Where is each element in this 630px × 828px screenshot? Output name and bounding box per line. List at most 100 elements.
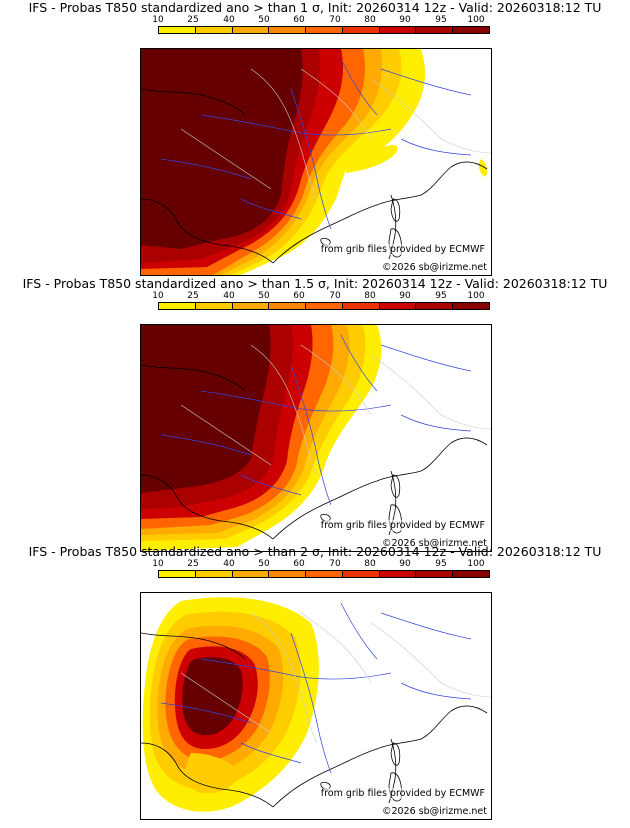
river [380,612,472,640]
river [340,58,378,116]
colorbar-label: 50 [258,291,270,301]
colorbar-label: 100 [467,559,485,569]
river [160,434,252,456]
colorbar-label: 40 [223,559,235,569]
prob-area-100 [141,49,303,249]
border [300,344,372,416]
colorbar-label: 10 [152,15,164,25]
colorbar [158,26,490,34]
coastline [272,470,422,540]
data-source-credit: from grib files provided by ECMWF [320,520,485,531]
river [160,702,252,724]
river [240,474,302,496]
river [340,602,378,660]
river [290,632,332,774]
border [300,68,372,140]
colorbar-label: 25 [187,291,199,301]
colorbar-label: 50 [258,15,270,25]
map-graphic [141,597,491,812]
map-graphic [141,49,491,275]
panel-title: IFS - Probas T850 standardized ano > tha… [28,0,602,15]
colorbar-label: 10 [152,291,164,301]
colorbar-label: 100 [467,291,485,301]
prob-area-adriatic [478,159,488,177]
colorbar-label: 90 [399,559,411,569]
colorbar-segment [342,303,380,309]
colorbar [158,570,490,578]
data-source-credit: from grib files provided by ECMWF [320,788,485,799]
colorbar-label: 100 [467,15,485,25]
probability-panel-1sigma: IFS - Probas T850 standardized ano > tha… [0,0,630,276]
coastline [141,632,246,660]
copyright-credit: ©2026 sb@irizme.net [381,262,487,273]
colorbar-label: 60 [293,559,305,569]
colorbar-segment [232,571,270,577]
river [200,390,392,412]
colorbar-segment [379,27,417,33]
probability-map: from grib files provided by ECMWF ©2026 … [140,324,492,552]
map-graphic [141,325,491,551]
corsica-coast [390,198,401,222]
colorbar-segment [416,27,454,33]
coastline [141,364,246,392]
coastline [141,474,274,540]
colorbar-segment [342,571,380,577]
river [290,364,332,506]
colorbar-segment [306,27,343,33]
colorbar-segment [159,303,196,309]
colorbar-labels: 10 25 40 50 60 70 80 90 95 100 [0,291,630,301]
border [180,404,272,466]
corsica-coast [390,742,401,766]
colorbar-segment [159,571,196,577]
colorbar-segment [195,27,233,33]
colorbar-label: 25 [187,15,199,25]
river [340,334,378,392]
colorbar-segment [232,303,270,309]
corsica-coast [390,474,401,498]
colorbar-segment [195,571,233,577]
copyright-credit: ©2026 sb@irizme.net [381,538,487,549]
river [160,158,252,180]
colorbar-label: 40 [223,291,235,301]
river [200,658,392,680]
colorbar-label: 95 [435,559,447,569]
copyright-credit: ©2026 sb@irizme.net [381,806,487,817]
colorbar-labels: 10 25 40 50 60 70 80 90 95 100 [0,15,630,25]
border [370,622,491,698]
coastline [141,88,246,116]
colorbar-label: 95 [435,15,447,25]
colorbar-segment [269,27,307,33]
colorbar-segment [269,571,307,577]
colorbar [158,302,490,310]
colorbar-label: 70 [329,291,341,301]
colorbar-segment [453,303,490,309]
probability-map: from grib files provided by ECMWF ©2026 … [140,592,492,820]
river [240,742,302,764]
colorbar-segment [416,303,454,309]
river [400,682,472,700]
colorbar-label: 60 [293,291,305,301]
probability-panel-2sigma: IFS - Probas T850 standardized ano > tha… [0,544,630,820]
coastline [420,437,488,472]
colorbar-label: 95 [435,291,447,301]
colorbar-segment [379,303,417,309]
border [370,354,491,430]
colorbar-label: 70 [329,15,341,25]
colorbar-segment [453,27,490,33]
border [300,612,372,684]
colorbar-label: 80 [364,559,376,569]
colorbar-label: 60 [293,15,305,25]
colorbar-segment [342,27,380,33]
colorbar-segment [453,571,490,577]
river [400,414,472,432]
border [250,68,318,200]
border [250,612,318,744]
colorbar-segment [159,27,196,33]
colorbar-segment [306,571,343,577]
colorbar-label: 80 [364,15,376,25]
probability-panel-1-5sigma: IFS - Probas T850 standardized ano > tha… [0,276,630,552]
river [380,68,472,96]
colorbar-segment [195,303,233,309]
river [400,138,472,156]
river [240,198,302,220]
